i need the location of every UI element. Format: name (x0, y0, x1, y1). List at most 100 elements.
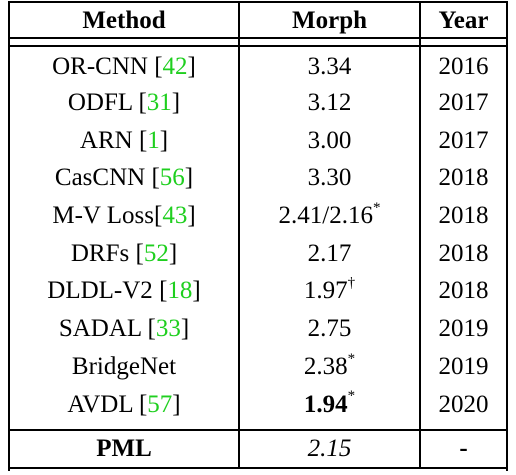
year-pml: - (419, 429, 506, 468)
year-cell: 2018 (419, 234, 506, 273)
ref-bracket: ] (168, 239, 178, 267)
morph-value: 2.38 (303, 352, 348, 380)
method-cell: DLDL-V2 [18] (10, 272, 239, 310)
ref-bracket: ] (180, 315, 190, 343)
table-row: ODFL [31] 3.12 2017 (10, 83, 506, 122)
morph-value: 3.34 (307, 52, 352, 80)
header-row: Method Morph Year (10, 2, 506, 38)
header-year: Year (419, 2, 506, 38)
ref-bracket: ] (187, 52, 196, 80)
ref-bracket: ] (172, 390, 181, 418)
method-name: CasCNN (54, 164, 152, 192)
method-pml: PML (96, 435, 152, 463)
ref-bracket: [ (153, 202, 163, 230)
morph-cell: 1.97† (238, 272, 420, 310)
morph-value: 3.12 (307, 89, 352, 117)
year-cell: 2020 (419, 385, 506, 423)
method-name: M-V Loss (52, 202, 154, 230)
morph-cell: 2.38* (238, 347, 420, 386)
table-row: SADAL [33] 2.75 2019 (10, 309, 506, 348)
morph-value: 2.41/2.16 (278, 202, 373, 230)
results-table-container: Method Morph Year OR-CNN [42] 3.34 2016 ODF… (8, 1, 508, 471)
ref-bracket: [ (147, 315, 156, 343)
footnote-mark: * (347, 388, 356, 405)
year-cell: 2018 (419, 159, 506, 197)
citation-link[interactable]: 18 (167, 277, 193, 305)
footnote-mark: † (347, 275, 356, 292)
method-cell: OR-CNN [42] (10, 46, 239, 84)
year-cell: 2019 (419, 347, 506, 386)
citation-link[interactable]: 1 (147, 126, 160, 154)
morph-cell: 3.30 (238, 159, 420, 197)
morph-cell: 3.12 (238, 83, 420, 122)
year-cell: 2018 (419, 272, 506, 310)
morph-cell: 3.34 (238, 46, 420, 84)
method-cell: DRFs [52] (10, 234, 239, 272)
ref-bracket: ] (171, 89, 181, 117)
morph-value: 3.30 (307, 164, 352, 192)
citation-link[interactable]: 56 (159, 164, 185, 192)
morph-cell: 3.00 (238, 121, 420, 160)
citation-link[interactable]: 57 (147, 390, 173, 418)
ref-bracket: [ (151, 164, 160, 192)
morph-cell: 2.75 (238, 309, 420, 348)
year-cell: 2017 (419, 121, 506, 160)
table-row: OR-CNN [42] 3.34 2016 (10, 46, 506, 84)
citation-link[interactable]: 42 (162, 52, 188, 80)
morph-cell: 1.94* (238, 385, 420, 423)
year-cell: 2018 (419, 196, 506, 235)
header-morph: Morph (238, 2, 420, 38)
citation-link[interactable]: 43 (162, 202, 188, 230)
ref-bracket: ] (187, 202, 196, 230)
table-row: M-V Loss[43] 2.41/2.16* 2018 (10, 196, 506, 235)
table-body: OR-CNN [42] 3.34 2016 ODFL [31] 3.12 2017 ARN … (10, 46, 506, 423)
table-row: AVDL [57] 1.94* 2020 (10, 385, 506, 423)
table-row-pml: PML 2.15 - (10, 429, 506, 468)
citation-link[interactable]: 52 (143, 239, 169, 267)
method-name: OR-CNN (52, 52, 155, 80)
morph-cell: 2.41/2.16* (238, 196, 420, 235)
ref-bracket: [ (159, 277, 168, 305)
method-name: AVDL (67, 390, 139, 418)
method-name: BridgeNet (71, 352, 177, 380)
method-cell: ODFL [31] (10, 84, 239, 122)
citation-link[interactable]: 33 (155, 315, 181, 343)
ref-bracket: ] (184, 164, 194, 192)
table-row: BridgeNet 2.38* 2019 (10, 347, 506, 386)
header-method: Method (82, 6, 166, 34)
ref-bracket: [ (138, 89, 147, 117)
method-name: ODFL (67, 89, 139, 117)
ref-bracket: [ (154, 52, 163, 80)
table-row: DRFs [52] 2.17 2018 (10, 234, 506, 273)
results-table: Method Morph Year OR-CNN [42] 3.34 2016 ODF… (10, 1, 506, 469)
method-cell: M-V Loss[43] (10, 197, 239, 235)
method-name: SADAL (58, 315, 148, 343)
morph-value: 1.97 (303, 277, 348, 305)
footnote-mark: * (347, 350, 356, 367)
footnote-mark: * (372, 199, 381, 216)
morph-pml: 2.15 (238, 429, 420, 468)
ref-bracket: ] (192, 277, 201, 305)
ref-bracket: ] (159, 126, 169, 154)
morph-cell: 2.17 (238, 234, 420, 273)
year-cell: 2017 (419, 83, 506, 122)
ref-bracket: [ (135, 239, 144, 267)
morph-value: 2.17 (307, 239, 352, 267)
morph-value: 1.94 (303, 390, 348, 418)
ref-bracket: [ (138, 126, 148, 154)
table-row: DLDL-V2 [18] 1.97† 2018 (10, 272, 506, 310)
method-cell: AVDL [57] (10, 385, 239, 423)
method-cell: SADAL [33] (10, 310, 239, 348)
ref-bracket: [ (138, 390, 148, 418)
method-cell: BridgeNet (10, 348, 239, 386)
morph-value: 2.75 (307, 315, 352, 343)
method-cell: CasCNN [56] (10, 159, 239, 197)
year-cell: 2016 (419, 46, 506, 84)
citation-link[interactable]: 31 (146, 89, 172, 117)
method-name: ARN (79, 126, 139, 154)
table-row: ARN [1] 3.00 2017 (10, 121, 506, 160)
method-name: DRFs (70, 239, 136, 267)
year-cell: 2019 (419, 309, 506, 348)
table-row: CasCNN [56] 3.30 2018 (10, 159, 506, 197)
morph-value: 3.00 (307, 126, 352, 154)
